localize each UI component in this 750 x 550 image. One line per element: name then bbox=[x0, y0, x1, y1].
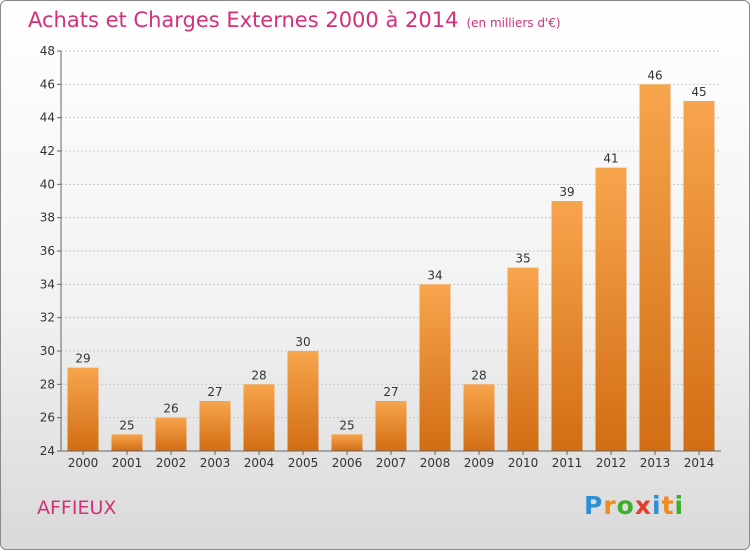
x-tick-label: 2000 bbox=[68, 456, 99, 470]
logo-letter: x bbox=[634, 491, 652, 520]
bar bbox=[463, 384, 495, 451]
logo-letter: i bbox=[674, 491, 685, 520]
x-tick-label: 2002 bbox=[156, 456, 187, 470]
bar bbox=[507, 267, 539, 451]
x-tick-label: 2007 bbox=[376, 456, 407, 470]
x-tick-label: 2013 bbox=[640, 456, 671, 470]
bar bbox=[331, 434, 363, 451]
bar-value-label: 25 bbox=[339, 418, 354, 432]
bar bbox=[683, 101, 715, 451]
bar bbox=[243, 384, 275, 451]
y-tick-label: 32 bbox=[40, 311, 55, 325]
x-tick-label: 2006 bbox=[332, 456, 363, 470]
x-tick-label: 2004 bbox=[244, 456, 275, 470]
x-tick-label: 2014 bbox=[684, 456, 715, 470]
logo-letter: o bbox=[616, 491, 635, 520]
bar bbox=[111, 434, 143, 451]
bar-value-label: 28 bbox=[471, 368, 486, 382]
logo-letter: P bbox=[584, 491, 604, 520]
y-tick-label: 44 bbox=[40, 111, 55, 125]
x-tick-label: 2005 bbox=[288, 456, 319, 470]
bar bbox=[199, 401, 231, 451]
bar-value-label: 34 bbox=[427, 268, 442, 282]
bar bbox=[287, 351, 319, 451]
y-tick-label: 34 bbox=[40, 277, 55, 291]
bar-value-label: 30 bbox=[295, 335, 310, 349]
logo-letter: t bbox=[661, 491, 675, 520]
chart-title: Achats et Charges Externes 2000 à 2014 (e… bbox=[28, 8, 561, 32]
logo-letter: r bbox=[603, 491, 617, 520]
x-tick-label: 2011 bbox=[552, 456, 583, 470]
bar-value-label: 27 bbox=[383, 385, 398, 399]
bar-value-label: 28 bbox=[251, 368, 266, 382]
town-name: AFFIEUX bbox=[37, 497, 117, 519]
chart-subtitle: (en milliers d'€) bbox=[466, 16, 561, 30]
bar bbox=[639, 84, 671, 451]
x-tick-label: 2009 bbox=[464, 456, 495, 470]
x-tick-label: 2001 bbox=[112, 456, 143, 470]
bar-value-label: 46 bbox=[647, 68, 662, 82]
x-tick-label: 2008 bbox=[420, 456, 451, 470]
bar-value-label: 27 bbox=[207, 385, 222, 399]
y-tick-label: 46 bbox=[40, 77, 55, 91]
y-tick-label: 42 bbox=[40, 144, 55, 158]
y-tick-label: 36 bbox=[40, 244, 55, 258]
bar-value-label: 35 bbox=[515, 252, 530, 266]
bar bbox=[155, 417, 187, 451]
bar bbox=[551, 201, 583, 451]
bar-value-label: 26 bbox=[163, 402, 178, 416]
bar-value-label: 45 bbox=[691, 85, 706, 99]
x-tick-label: 2012 bbox=[596, 456, 627, 470]
bar bbox=[419, 284, 451, 451]
y-tick-label: 40 bbox=[40, 177, 55, 191]
bar bbox=[67, 367, 99, 451]
y-tick-label: 26 bbox=[40, 411, 55, 425]
proxiti-logo: Proxiti bbox=[584, 491, 684, 520]
x-tick-label: 2010 bbox=[508, 456, 539, 470]
bar-value-label: 41 bbox=[603, 152, 618, 166]
y-tick-label: 28 bbox=[40, 377, 55, 391]
y-tick-label: 38 bbox=[40, 211, 55, 225]
x-tick-label: 2003 bbox=[200, 456, 231, 470]
bar bbox=[375, 401, 407, 451]
y-tick-label: 24 bbox=[40, 444, 55, 458]
bar-value-label: 25 bbox=[119, 418, 134, 432]
bar-value-label: 39 bbox=[559, 185, 574, 199]
y-tick-label: 30 bbox=[40, 344, 55, 358]
logo-letter: i bbox=[652, 491, 662, 520]
bar-value-label: 29 bbox=[75, 352, 90, 366]
bar bbox=[595, 167, 627, 451]
y-tick-label: 48 bbox=[40, 44, 55, 58]
